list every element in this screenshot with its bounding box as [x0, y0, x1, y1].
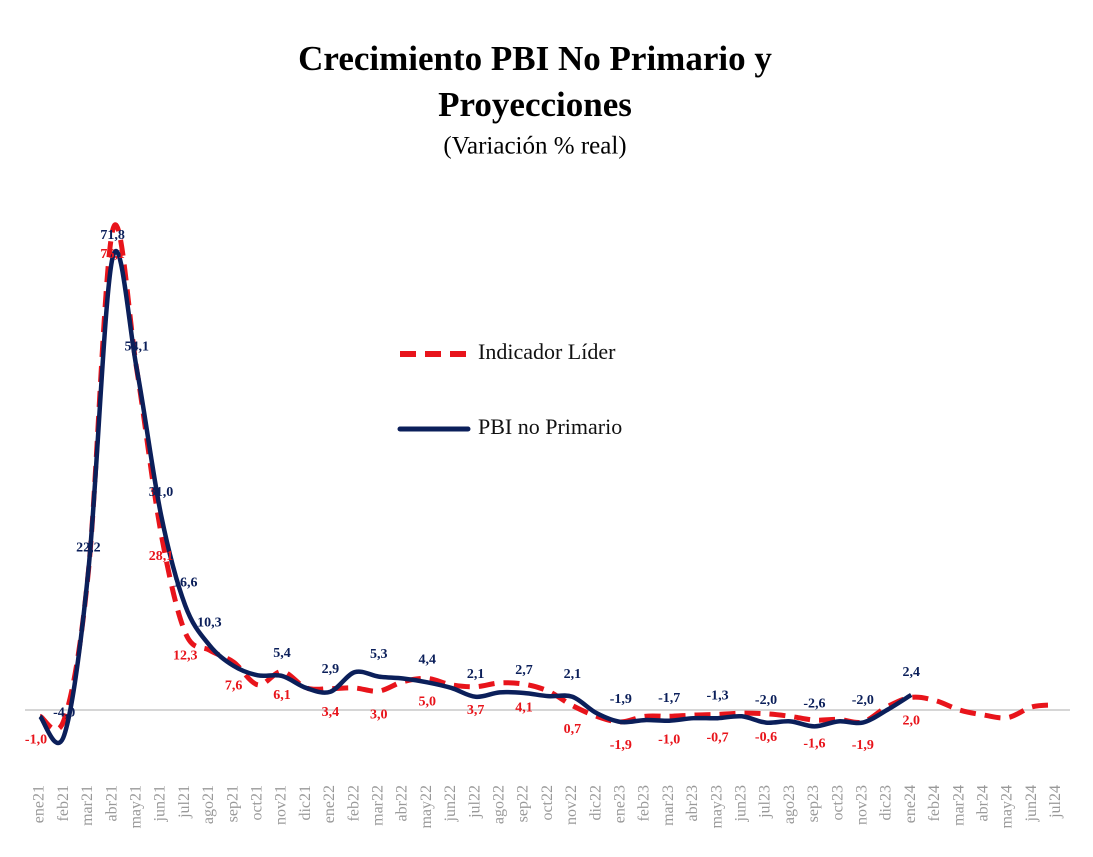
data-label: -2,0	[852, 693, 874, 708]
data-label: 3,7	[467, 703, 485, 718]
x-tick-label: sep22	[515, 785, 532, 822]
data-label: -1,9	[610, 692, 632, 707]
data-label: -4,0	[53, 705, 75, 720]
data-label: 3,0	[370, 707, 388, 722]
data-label: -1,9	[610, 738, 632, 753]
x-tick-label: mar22	[369, 785, 386, 826]
x-tick-label: feb24	[926, 785, 943, 821]
data-label: 2,1	[467, 667, 485, 682]
x-tick-label: may24	[999, 785, 1016, 829]
x-tick-label: feb21	[55, 785, 72, 821]
x-tick-label: may22	[418, 785, 435, 829]
x-tick-label: jun21	[152, 785, 169, 822]
x-tick-label: jul21	[176, 785, 193, 819]
x-tick-label: abr21	[103, 785, 120, 821]
data-label: 31,0	[149, 485, 174, 500]
x-tick-label: sep21	[224, 785, 241, 822]
x-tick-label: jun22	[442, 785, 459, 822]
data-label: -1,3	[707, 688, 729, 703]
x-tick-label: abr24	[974, 785, 991, 821]
data-label: 5,3	[370, 647, 388, 662]
data-label: 0,7	[564, 722, 582, 737]
x-tick-label: sep23	[805, 785, 822, 822]
data-label: 16,6	[173, 576, 198, 591]
x-tick-label: jul22	[466, 785, 483, 819]
x-tick-label: ago21	[200, 785, 217, 824]
data-label: 2,9	[322, 662, 340, 677]
x-tick-label: mar21	[79, 785, 96, 826]
data-label: 4,1	[515, 700, 533, 715]
x-tick-label: mar23	[660, 785, 677, 826]
x-tick-label: jul24	[1047, 785, 1064, 819]
x-tick-label: oct22	[539, 785, 556, 821]
data-label: -1,9	[852, 738, 874, 753]
chart-subtitle: (Variación % real)	[443, 133, 626, 160]
series-line	[38, 248, 913, 746]
x-tick-label: oct21	[248, 785, 265, 821]
x-tick-label: nov22	[563, 785, 580, 825]
data-label: 5,4	[273, 646, 291, 661]
data-label: 6,1	[273, 688, 291, 703]
data-label: -2,6	[803, 697, 825, 712]
x-tick-label: ene23	[611, 785, 628, 823]
data-label: 54,1	[125, 339, 150, 354]
data-label: 28,1	[149, 549, 174, 564]
x-tick-label: dic22	[587, 785, 604, 821]
x-tick-label: may23	[708, 785, 725, 829]
data-label: -2,0	[755, 693, 777, 708]
x-tick-label: jul23	[757, 785, 774, 819]
x-tick-label: ene21	[31, 785, 48, 823]
data-label: 5,0	[418, 695, 436, 710]
x-tick-label: ene24	[902, 785, 919, 823]
data-label: 22,2	[76, 540, 101, 555]
data-label: 2,7	[515, 663, 533, 678]
x-tick-label: dic21	[297, 785, 314, 821]
x-tick-label: nov21	[273, 785, 290, 825]
data-label: 2,1	[564, 667, 582, 682]
data-label: -1,0	[658, 733, 680, 748]
x-tick-label: ene22	[321, 785, 338, 823]
x-tick-label: mar24	[950, 785, 967, 826]
data-label: -1,0	[25, 733, 47, 748]
x-tick-label: oct23	[829, 785, 846, 821]
x-tick-label: ago22	[490, 785, 507, 824]
data-label: 12,3	[173, 649, 198, 664]
x-tick-label: dic23	[878, 785, 895, 821]
x-tick-label: abr23	[684, 785, 701, 821]
data-label: -1,7	[658, 691, 680, 706]
data-label: 7,6	[225, 678, 243, 693]
x-tick-label: feb23	[636, 785, 653, 821]
x-tick-label: feb22	[345, 785, 362, 821]
x-tick-label: nov23	[853, 785, 870, 825]
data-label: -1,6	[803, 736, 825, 751]
data-label: 4,4	[418, 652, 436, 667]
data-label: 2,0	[902, 714, 920, 729]
legend-label: Indicador Líder	[478, 339, 616, 364]
legend-label: PBI no Primario	[478, 414, 622, 439]
data-label: 76,1	[100, 247, 125, 262]
x-tick-label: jun24	[1023, 785, 1040, 822]
data-label: -0,6	[755, 730, 777, 745]
x-tick-label: may21	[127, 785, 144, 829]
chart-title: Crecimiento PBI No Primario y Proyeccione…	[298, 39, 772, 124]
data-label: 2,4	[902, 665, 920, 680]
data-label: 71,8	[100, 228, 125, 243]
data-label: -0,7	[707, 731, 729, 746]
x-tick-label: ago23	[781, 785, 798, 824]
data-label: 3,4	[322, 705, 340, 720]
data-label: 10,3	[197, 615, 222, 630]
x-tick-label: jun23	[732, 785, 749, 822]
x-tick-label: abr22	[394, 785, 411, 821]
